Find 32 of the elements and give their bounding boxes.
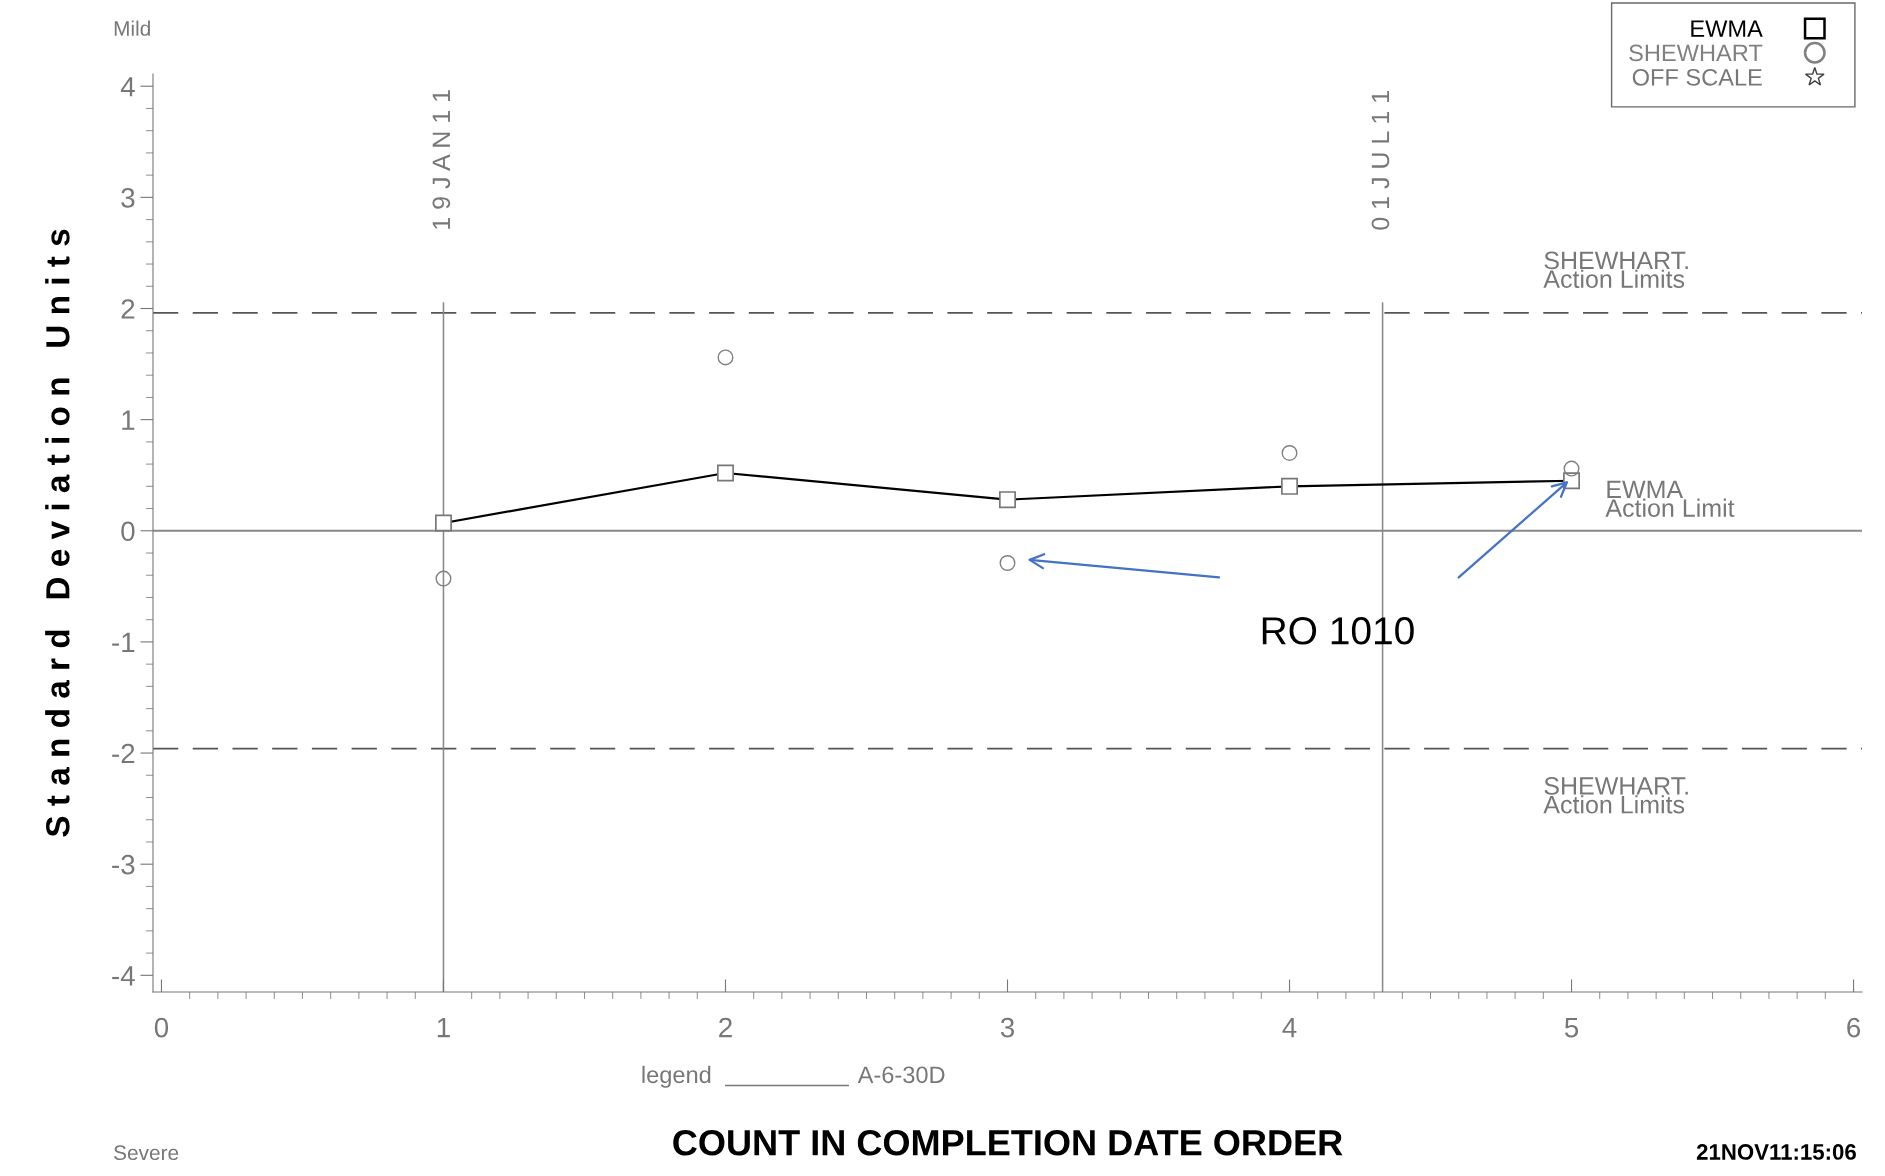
y-tick-label: -2 xyxy=(112,743,135,764)
y-tick-label: 3 xyxy=(121,188,135,208)
text: A-6-30D xyxy=(857,1066,945,1084)
x-tick-label: 0 xyxy=(154,1017,169,1038)
text: 21NOV11:15:06 xyxy=(1696,1144,1856,1160)
text: Mild xyxy=(114,20,150,36)
y-tick-label: -1 xyxy=(112,632,135,652)
ref-line-label: 0 1 J U L 1 1 xyxy=(1371,91,1390,230)
ref-line-label: 1 9 J A N 1 1 xyxy=(432,90,451,229)
y-axis-title: S t a n d a r d D e v i a t i o n U n i t s xyxy=(45,229,70,837)
ref-line-label: SHEWHART. Action Limits xyxy=(1543,251,1688,288)
x-tick-label: 5 xyxy=(1564,1018,1579,1038)
y-tick-label: -3 xyxy=(112,854,135,875)
x-tick-label: 1 xyxy=(437,1018,450,1038)
text: Severe xyxy=(114,1145,179,1161)
ref-line-label: EWMA Action Limit xyxy=(1605,480,1735,517)
annotation: RO 1010 xyxy=(1262,617,1414,645)
x-tick-label: 4 xyxy=(1282,1018,1297,1038)
x-tick-label: 2 xyxy=(719,1017,732,1038)
y-tick-label: 0 xyxy=(121,521,135,542)
text: legend xyxy=(642,1065,711,1088)
y-tick-label: 4 xyxy=(120,77,135,97)
y-tick-label: 2 xyxy=(121,299,135,319)
legend-label: EWMA xyxy=(1691,20,1763,37)
y-tick-label: -4 xyxy=(112,966,135,986)
x-tick-label: 6 xyxy=(1847,1017,1861,1038)
y-tick-label: 1 xyxy=(122,410,135,430)
legend-label: SHEWHART xyxy=(1629,44,1763,62)
x-axis-title: COUNT IN COMPLETION DATE ORDER xyxy=(673,1129,1343,1156)
annotation: OFF SCALE xyxy=(1632,68,1762,86)
x-tick-label: 3 xyxy=(1000,1017,1014,1038)
ref-line-label: SHEWHART. Action Limits xyxy=(1543,777,1688,814)
